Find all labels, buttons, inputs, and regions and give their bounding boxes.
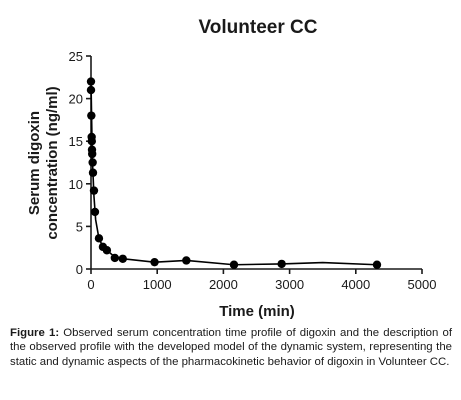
data-point bbox=[90, 207, 100, 217]
x-axis-label: Time (min) bbox=[219, 303, 295, 320]
x-tick-label: 1000 bbox=[143, 277, 172, 292]
data-point bbox=[86, 77, 96, 86]
x-tick-label: 5000 bbox=[408, 277, 437, 292]
model-curve-line bbox=[90, 81, 378, 266]
chart-title: Volunteer CC bbox=[199, 17, 318, 38]
y-axis-label: Serum digoxin concentration (ng/ml) bbox=[26, 86, 61, 239]
y-tick-label: 5 bbox=[76, 219, 83, 234]
data-point bbox=[182, 256, 191, 265]
figure-caption-text: Observed serum concentration time profil… bbox=[10, 327, 452, 368]
x-tick-label: 3000 bbox=[275, 277, 304, 292]
y-tick-label: 0 bbox=[76, 262, 83, 277]
model-curve-layer bbox=[90, 81, 378, 266]
data-point bbox=[88, 168, 98, 177]
y-tick-label: 15 bbox=[69, 134, 83, 149]
y-tick-label: 10 bbox=[69, 177, 83, 192]
data-point bbox=[87, 149, 97, 159]
x-tick-label: 2000 bbox=[209, 277, 238, 292]
data-point bbox=[110, 253, 120, 263]
data-point bbox=[87, 137, 96, 146]
data-point bbox=[118, 254, 127, 263]
y-axis-label-line-1: Serum digoxin bbox=[26, 111, 43, 215]
data-point bbox=[277, 259, 286, 269]
figure-label: Figure 1: bbox=[10, 327, 60, 339]
data-point bbox=[372, 260, 382, 269]
y-tick-label: 20 bbox=[69, 92, 83, 107]
data-point bbox=[150, 257, 159, 267]
y-axis-label-line-2: concentration (ng/ml) bbox=[44, 86, 61, 239]
data-point bbox=[86, 85, 96, 95]
data-point bbox=[88, 158, 97, 167]
data-point bbox=[94, 234, 104, 243]
x-tick-label: 0 bbox=[87, 277, 94, 292]
figure-caption: Figure 1: Observed serum concentration t… bbox=[10, 326, 452, 369]
data-points-layer bbox=[86, 77, 382, 269]
data-point bbox=[229, 260, 239, 269]
data-point bbox=[102, 246, 112, 255]
digoxin-concentration-chart: Volunteer CC 0 1000 2000 3000 4000 5000 0 5 10 15… bbox=[26, 17, 437, 320]
data-point bbox=[87, 111, 96, 120]
y-tick-label: 25 bbox=[69, 49, 83, 64]
data-point bbox=[89, 186, 99, 195]
x-tick-label: 4000 bbox=[341, 277, 370, 292]
